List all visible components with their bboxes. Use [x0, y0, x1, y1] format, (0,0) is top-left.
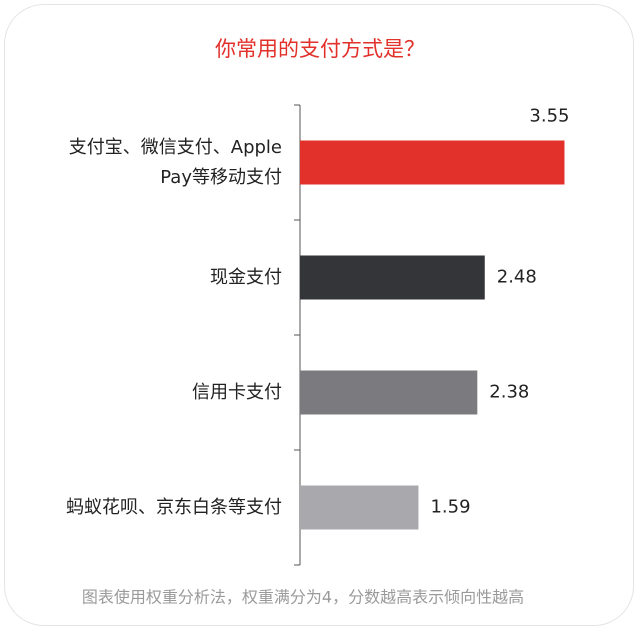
value-label: 1.59 — [430, 497, 470, 518]
bar — [300, 140, 565, 185]
category-label: 蚂蚁花呗、京东白条等支付 — [66, 496, 282, 518]
bar — [300, 255, 485, 300]
category-label: 支付宝、微信支付、Apple Pay等移动支付 — [68, 136, 282, 188]
category-label: 信用卡支付 — [192, 381, 282, 403]
value-label: 2.48 — [497, 267, 537, 288]
category-label: 现金支付 — [210, 266, 282, 288]
chart-title: 你常用的支付方式是？ — [215, 37, 425, 61]
value-label: 3.55 — [529, 106, 569, 127]
bar — [300, 370, 478, 415]
bar — [300, 485, 419, 530]
note: 图表使用权重分析法，权重满分为4，分数越高表示倾向性越高 — [82, 588, 524, 607]
frame — [4, 4, 634, 626]
value-label: 2.38 — [489, 382, 529, 403]
